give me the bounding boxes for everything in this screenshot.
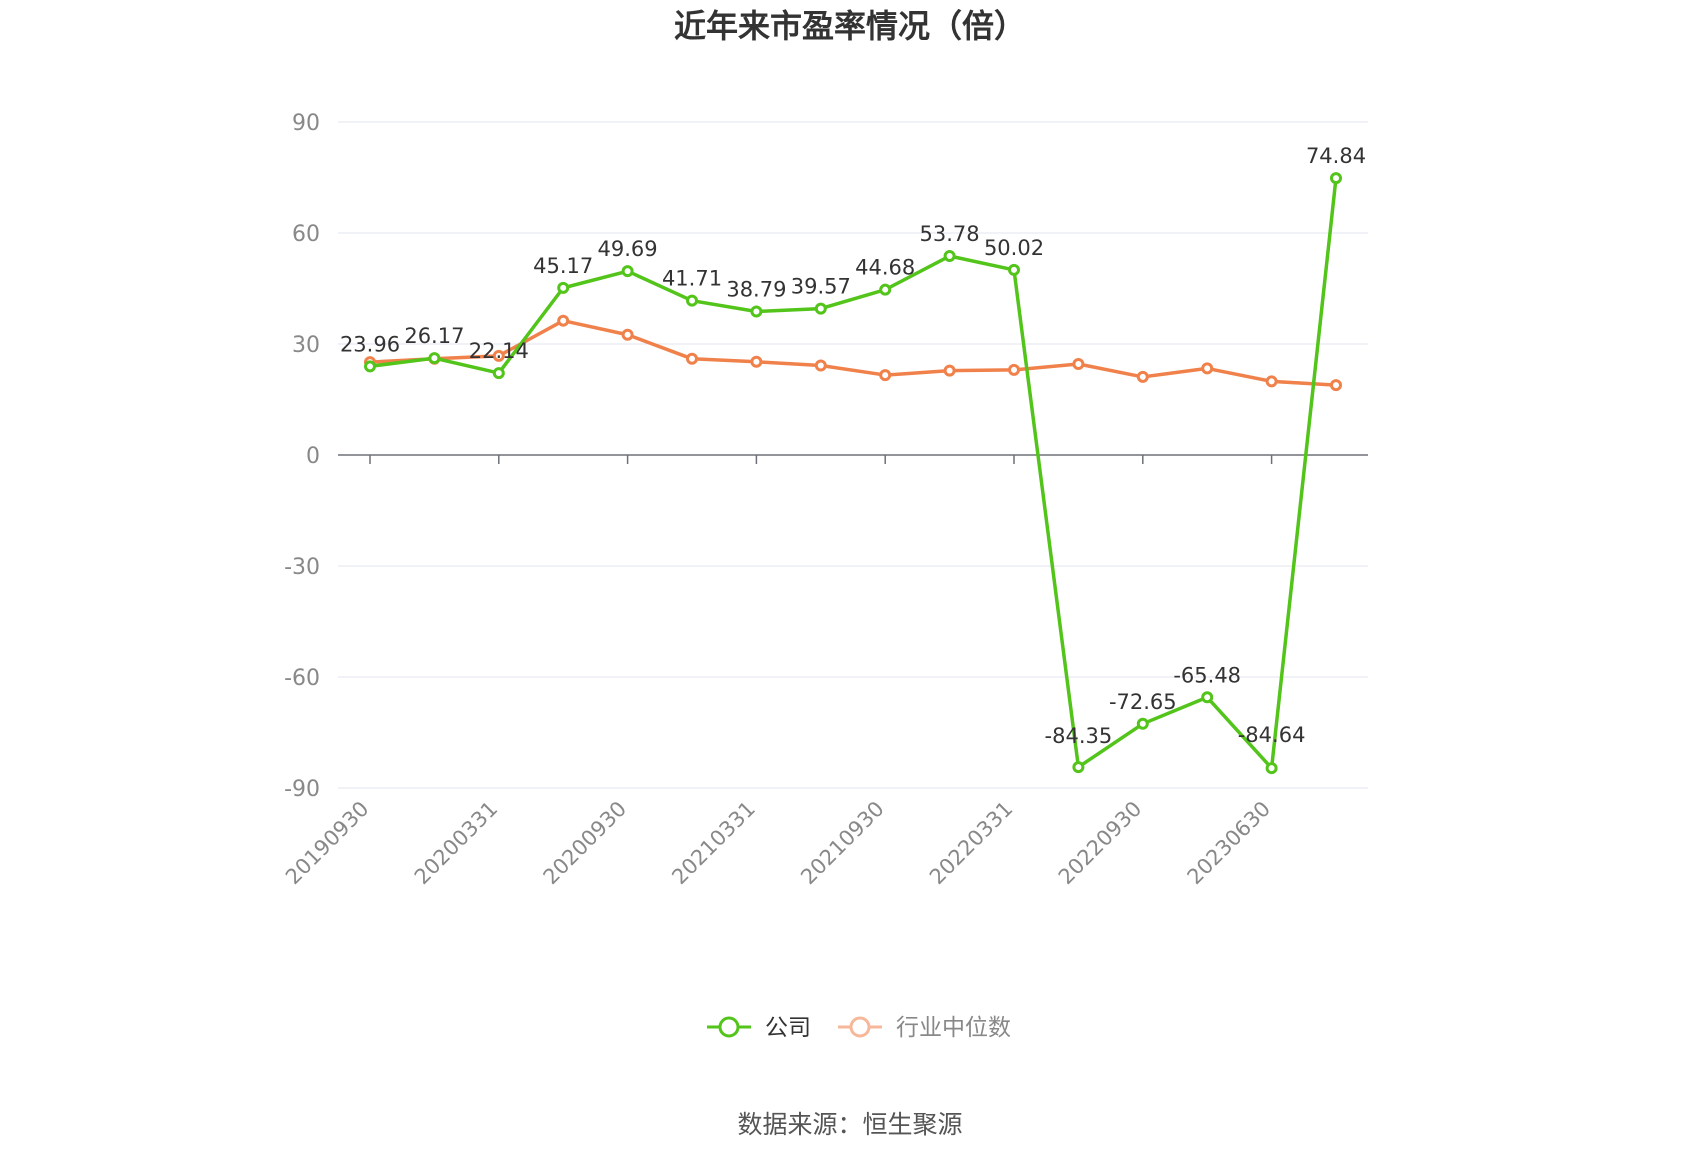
industry-point (492, 349, 505, 362)
company-value-label: -72.65 (1109, 690, 1177, 714)
x-tick-label: 20230630 (1183, 797, 1276, 890)
chart-title: 近年来市盈率情况（倍） (674, 7, 1026, 45)
y-tick-label: -60 (284, 666, 320, 691)
company-value-label: 23.96 (340, 332, 400, 356)
company-value-label: 49.69 (598, 237, 658, 261)
company-point (621, 265, 634, 278)
company-value-label: -84.64 (1238, 723, 1306, 747)
y-tick-label: 0 (306, 444, 320, 469)
x-tick-label: 20200331 (410, 797, 503, 890)
y-tick-label: -90 (284, 777, 320, 802)
y-tick-label: 60 (292, 222, 320, 247)
company-value-label: 45.17 (533, 254, 593, 278)
company-point (428, 352, 441, 365)
legend-company-label: 公司 (765, 1015, 811, 1041)
company-value-label: 39.57 (791, 275, 851, 299)
company-point (557, 281, 570, 294)
industry-point (1265, 375, 1278, 388)
series-lines (364, 172, 1342, 775)
company-value-label: -65.48 (1173, 663, 1241, 687)
grid-lines (338, 121, 1368, 789)
industry-point (1072, 357, 1085, 370)
company-point (814, 302, 827, 315)
y-tick-label: 90 (292, 111, 320, 136)
company-value-label: 50.02 (984, 236, 1044, 260)
company-value-label: 74.84 (1306, 144, 1366, 168)
industry-point (879, 369, 892, 382)
legend[interactable]: 公司 行业中位数 (707, 1015, 1011, 1041)
company-value-label: 22.14 (469, 339, 529, 363)
legend-company-marker (718, 1016, 740, 1038)
company-point (1008, 263, 1020, 276)
x-tick-label: 20210930 (796, 797, 889, 890)
company-value-label: -84.35 (1045, 724, 1113, 748)
company-value-label: 53.78 (920, 222, 980, 246)
company-value-label: 41.71 (662, 267, 722, 291)
industry-point (686, 352, 698, 365)
industry-point (557, 314, 570, 327)
company-point (943, 250, 956, 263)
company-point (1265, 762, 1278, 775)
industry-point (621, 328, 634, 341)
x-tick-label: 20220930 (1054, 797, 1147, 890)
company-point (1330, 172, 1342, 185)
industry-line (369, 318, 1337, 387)
company-point (1136, 717, 1149, 730)
company-point (879, 283, 892, 296)
y-tick-label: -30 (284, 555, 320, 580)
company-value-label: 26.17 (404, 324, 464, 348)
x-tick-label: 20200930 (539, 797, 632, 890)
company-point (686, 294, 698, 307)
x-tick-label: 20190930 (281, 797, 374, 890)
industry-point (1136, 370, 1149, 383)
data-source-note: 数据来源：恒生聚源 (737, 1110, 962, 1139)
x-tick-label: 20220331 (925, 797, 1018, 890)
company-point (364, 360, 376, 373)
x-tick-label: 20210331 (667, 797, 760, 890)
company-value-label: 38.79 (726, 277, 786, 301)
industry-point (1008, 363, 1020, 376)
company-point (1072, 761, 1085, 774)
legend-industry-marker (849, 1016, 871, 1038)
industry-point (1330, 379, 1342, 392)
y-tick-label: 30 (292, 333, 320, 358)
industry-point (814, 359, 827, 372)
legend-industry-label: 行业中位数 (896, 1015, 1011, 1041)
company-point (1201, 691, 1214, 704)
company-line (369, 177, 1338, 770)
company-point (492, 367, 505, 380)
industry-point (943, 364, 956, 377)
legend-item-company[interactable]: 公司 (707, 1015, 811, 1041)
industry-point (1201, 362, 1214, 375)
industry-point (750, 355, 763, 368)
legend-item-industry[interactable]: 行业中位数 (838, 1015, 1011, 1041)
company-value-label: 44.68 (855, 256, 915, 280)
company-point (750, 305, 763, 318)
